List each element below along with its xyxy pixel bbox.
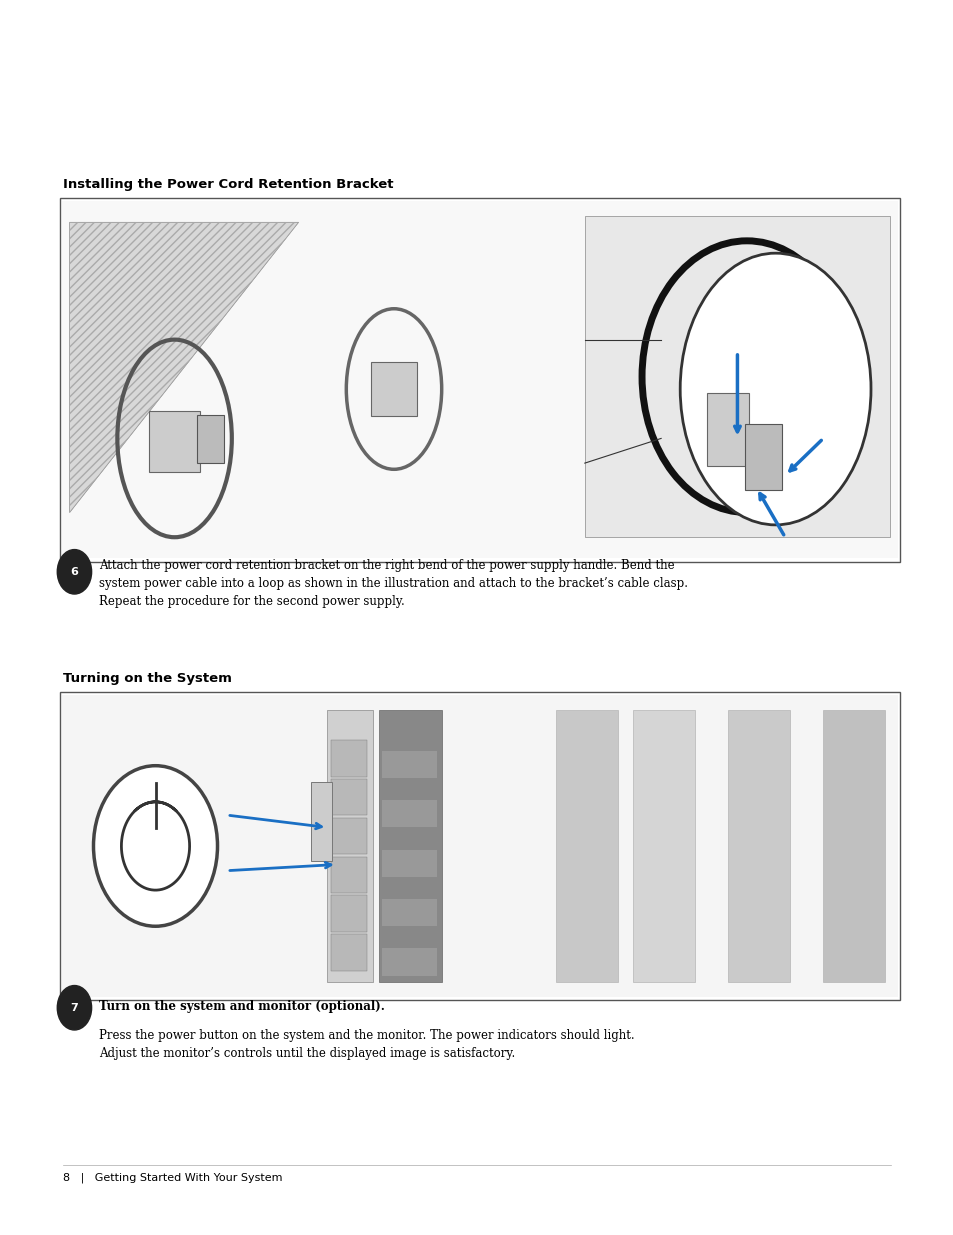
Ellipse shape bbox=[679, 253, 870, 525]
FancyBboxPatch shape bbox=[744, 424, 781, 490]
Circle shape bbox=[57, 986, 91, 1030]
FancyBboxPatch shape bbox=[556, 710, 618, 982]
FancyBboxPatch shape bbox=[382, 850, 436, 877]
FancyBboxPatch shape bbox=[382, 751, 436, 778]
FancyBboxPatch shape bbox=[632, 710, 694, 982]
FancyBboxPatch shape bbox=[382, 948, 436, 976]
FancyBboxPatch shape bbox=[196, 415, 224, 463]
Polygon shape bbox=[584, 216, 889, 537]
Text: Turn on the system and monitor (optional).: Turn on the system and monitor (optional… bbox=[99, 1000, 385, 1014]
FancyBboxPatch shape bbox=[331, 895, 367, 932]
FancyBboxPatch shape bbox=[727, 710, 789, 982]
FancyBboxPatch shape bbox=[382, 899, 436, 926]
FancyBboxPatch shape bbox=[62, 201, 897, 558]
Text: Installing the Power Cord Retention Bracket: Installing the Power Cord Retention Brac… bbox=[63, 178, 393, 191]
Text: 7: 7 bbox=[71, 1003, 78, 1013]
FancyBboxPatch shape bbox=[331, 857, 367, 893]
Text: Attach the power cord retention bracket on the right bend of the power supply ha: Attach the power cord retention bracket … bbox=[99, 559, 687, 609]
FancyBboxPatch shape bbox=[706, 393, 748, 466]
FancyBboxPatch shape bbox=[822, 710, 884, 982]
Text: 6: 6 bbox=[71, 567, 78, 577]
Polygon shape bbox=[70, 222, 298, 513]
FancyBboxPatch shape bbox=[149, 411, 200, 472]
FancyBboxPatch shape bbox=[382, 800, 436, 827]
FancyBboxPatch shape bbox=[331, 934, 367, 971]
FancyBboxPatch shape bbox=[327, 710, 373, 982]
Text: 8   |   Getting Started With Your System: 8 | Getting Started With Your System bbox=[63, 1172, 282, 1183]
Circle shape bbox=[57, 550, 91, 594]
FancyBboxPatch shape bbox=[331, 779, 367, 815]
Text: Press the power button on the system and the monitor. The power indicators shoul: Press the power button on the system and… bbox=[99, 1029, 634, 1060]
FancyBboxPatch shape bbox=[378, 710, 441, 982]
FancyBboxPatch shape bbox=[331, 818, 367, 855]
FancyBboxPatch shape bbox=[311, 782, 332, 861]
FancyBboxPatch shape bbox=[60, 692, 899, 1000]
Text: Turning on the System: Turning on the System bbox=[63, 672, 232, 685]
FancyBboxPatch shape bbox=[62, 695, 897, 997]
FancyBboxPatch shape bbox=[371, 362, 416, 416]
Ellipse shape bbox=[93, 766, 217, 926]
FancyBboxPatch shape bbox=[60, 198, 899, 562]
FancyBboxPatch shape bbox=[331, 740, 367, 777]
